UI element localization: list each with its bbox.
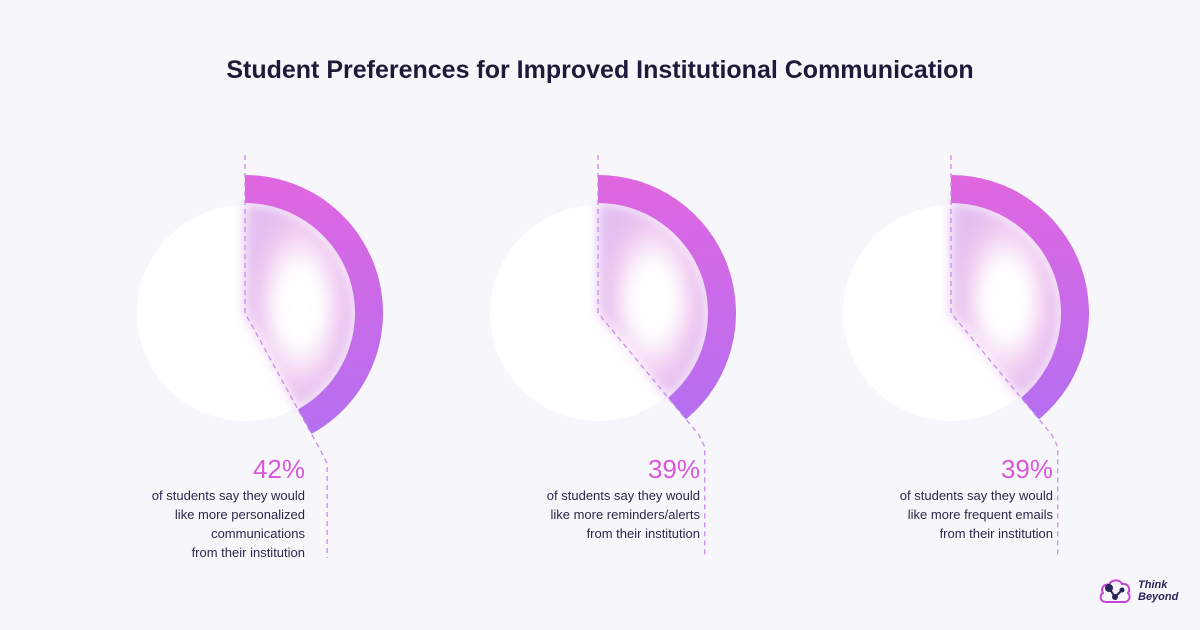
stat-description: of students say they would like more per… [151,488,305,560]
stat-description: of students say they would like more rem… [546,488,700,541]
inner-glow-wedge [245,203,355,410]
dashed-leader-line [597,155,706,558]
inner-glow-wedge [598,203,708,398]
chart-title: Student Preferences for Improved Institu… [226,56,974,84]
percent-arc [951,175,1089,420]
stat-1: 42% of students say they would like more… [45,454,305,562]
stat-2: 39% of students say they would like more… [440,454,700,543]
stat-description: of students say they would like more fre… [899,488,1053,541]
stat-percent: 39% [1000,454,1053,484]
percent-arc [245,175,384,434]
percent-arc [598,175,736,420]
stat-3: 39% of students say they would like more… [793,454,1053,543]
logo-text: Think Beyond [1138,579,1179,603]
cloud-network-icon [1099,579,1131,604]
dashed-leader-line [950,155,1059,558]
think-beyond-logo: Think Beyond [1098,576,1178,606]
stat-percent: 42% [252,454,305,484]
stat-percent: 39% [647,454,700,484]
dashed-leader-line [244,155,328,558]
inner-glow-wedge [951,203,1061,398]
